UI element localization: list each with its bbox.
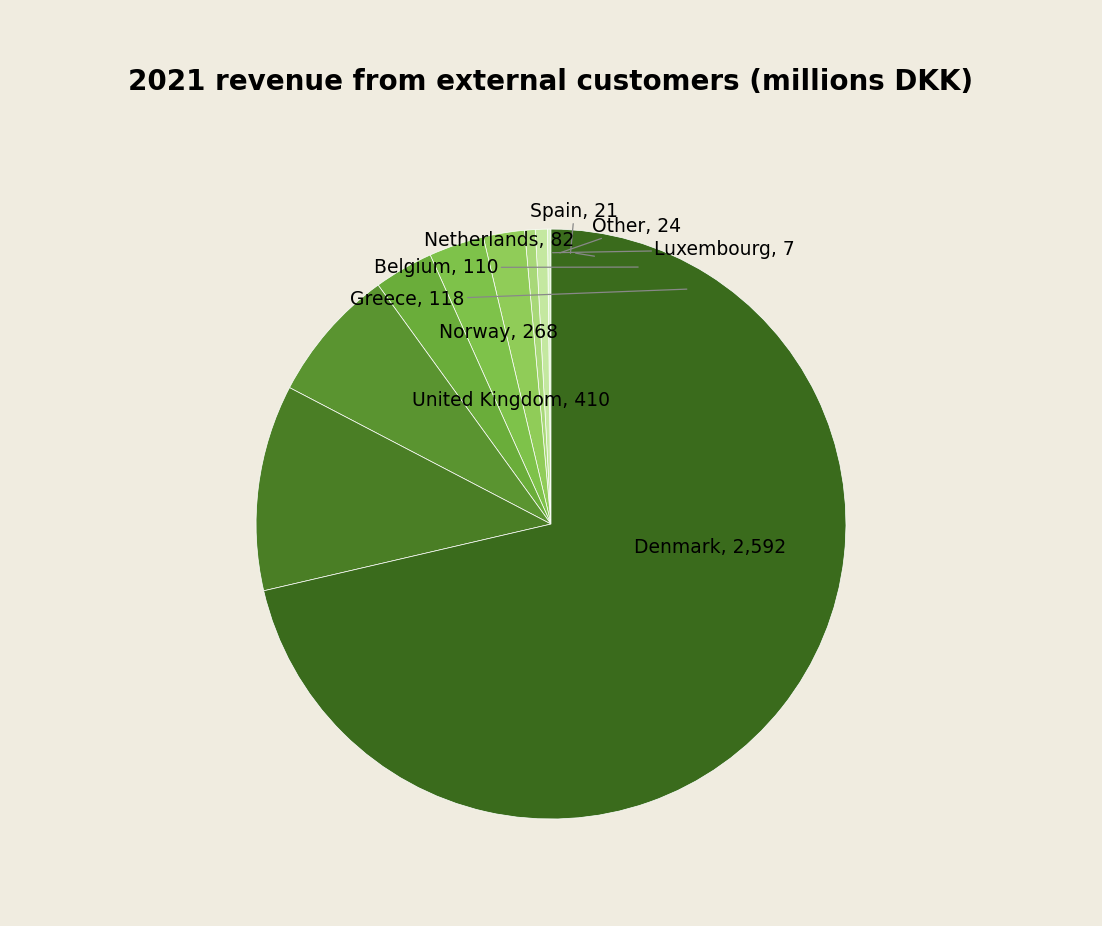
- Wedge shape: [484, 231, 551, 524]
- Text: United Kingdom, 410: United Kingdom, 410: [412, 391, 611, 409]
- Text: Netherlands, 82: Netherlands, 82: [424, 232, 594, 257]
- Wedge shape: [290, 285, 551, 524]
- Text: Greece, 118: Greece, 118: [350, 289, 687, 309]
- Text: Denmark, 2,592: Denmark, 2,592: [634, 538, 786, 557]
- Text: Belgium, 110: Belgium, 110: [374, 258, 638, 277]
- Wedge shape: [256, 388, 551, 591]
- Wedge shape: [548, 229, 551, 524]
- Text: Other, 24: Other, 24: [560, 217, 681, 253]
- Wedge shape: [430, 237, 551, 524]
- Text: Spain, 21: Spain, 21: [530, 202, 618, 254]
- Wedge shape: [378, 255, 551, 524]
- Wedge shape: [536, 229, 551, 524]
- Wedge shape: [525, 230, 551, 524]
- Wedge shape: [263, 229, 846, 819]
- Title: 2021 revenue from external customers (millions DKK): 2021 revenue from external customers (mi…: [129, 69, 973, 96]
- Text: Luxembourg, 7: Luxembourg, 7: [552, 240, 795, 259]
- Text: Norway, 268: Norway, 268: [439, 323, 558, 342]
